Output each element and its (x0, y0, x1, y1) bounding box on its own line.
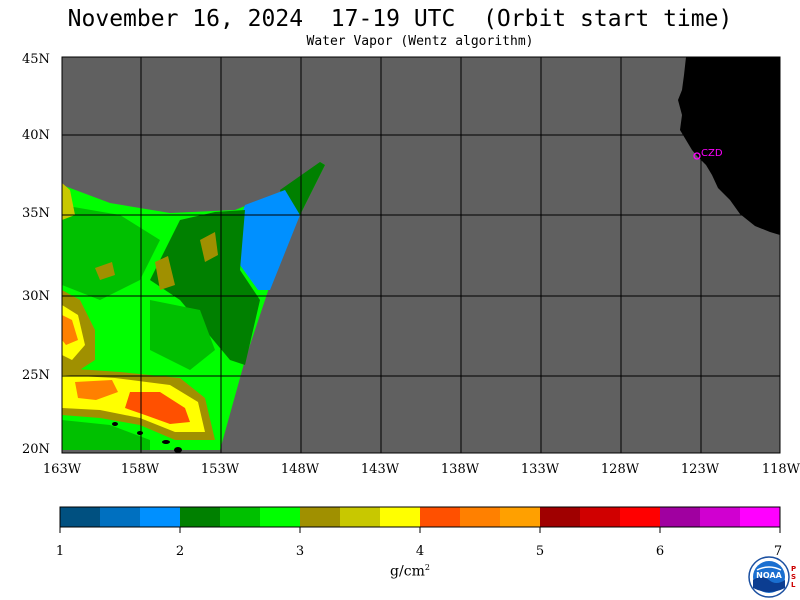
colorbar-swatch-9 (420, 507, 461, 527)
colorbar-swatch-10 (460, 507, 501, 527)
colorbar-swatch-17 (740, 507, 781, 527)
lon-label-163w: 163W (42, 462, 82, 477)
station-marker: CZD (693, 148, 723, 160)
colorbar-swatch-2 (140, 507, 181, 527)
island-maui (162, 440, 170, 444)
lon-label-128w: 128W (600, 462, 640, 477)
lat-label-45n: 45N (22, 52, 50, 67)
colorbar-swatch-11 (500, 507, 541, 527)
lat-label-40n: 40N (22, 128, 50, 143)
colorbar-swatch-13 (580, 507, 621, 527)
chart-subtitle: Water Vapor (Wentz algorithm) (306, 34, 534, 49)
colorbar-swatch-15 (660, 507, 701, 527)
satellite-swath (62, 162, 325, 450)
map-plot-area: CZD (61, 56, 781, 454)
colorbar-swatches (60, 507, 781, 527)
lat-label-35n: 35N (22, 206, 50, 221)
island-oahu (137, 431, 143, 435)
colorbar-swatch-16 (700, 507, 741, 527)
swath-olive-patch-1 (200, 232, 218, 262)
colorbar-swatch-0 (60, 507, 101, 527)
swath-olive-patch-2 (155, 256, 175, 290)
swath-orange-west (62, 315, 78, 345)
lon-label-118w: 118W (761, 462, 800, 477)
colorbar-tick-1: 1 (55, 544, 65, 559)
colorbar-swatch-7 (340, 507, 381, 527)
lon-label-138w: 138W (440, 462, 480, 477)
colorbar-swatch-1 (100, 507, 141, 527)
swath-mid-green-west (62, 205, 160, 300)
psl-letter-s: S (791, 573, 797, 581)
lon-label-148w: 148W (280, 462, 320, 477)
lon-label-143w: 143W (360, 462, 400, 477)
station-symbol (693, 152, 701, 160)
colorbar-units: g/cm2 (380, 563, 440, 580)
colorbar-swatch-6 (300, 507, 341, 527)
psl-letter-l: L (791, 581, 796, 589)
noaa-logo-wave (753, 577, 785, 592)
colorbar-tick-7: 7 (773, 544, 783, 559)
noaa-logo: NOAA (748, 556, 790, 598)
swath-orange-south (75, 380, 118, 400)
colorbar-swatch-14 (620, 507, 661, 527)
colorbar (59, 506, 781, 533)
swath-olive-patch-3 (95, 262, 115, 280)
units-text: g/cm (390, 563, 425, 580)
colorbar-tick-4: 4 (415, 544, 425, 559)
lat-label-20n: 20N (22, 442, 50, 457)
hawaiian-islands (112, 422, 182, 453)
colorbar-swatch-8 (380, 507, 421, 527)
lon-label-153w: 153W (200, 462, 240, 477)
colorbar-tick-3: 3 (295, 544, 305, 559)
lon-label-158w: 158W (120, 462, 160, 477)
chart-title: November 16, 2024 17-19 UTC (Orbit start… (67, 6, 733, 32)
colorbar-swatch-5 (260, 507, 301, 527)
colorbar-tick-2: 2 (175, 544, 185, 559)
swath-dark-green-central (150, 210, 260, 365)
colorbar-tick-6: 6 (655, 544, 665, 559)
lon-label-123w: 123W (680, 462, 720, 477)
noaa-logo-bird (756, 566, 782, 571)
island-kauai (112, 422, 118, 426)
lon-label-133w: 133W (520, 462, 560, 477)
colorbar-tick-marks (59, 527, 781, 533)
swath-mid-green-patch (150, 300, 215, 370)
station-label: CZD (701, 148, 723, 159)
colorbar-swatch-12 (540, 507, 581, 527)
swath-yellow-west (62, 183, 75, 220)
swath-green-southwest (62, 420, 150, 450)
island-hawaii (174, 447, 182, 453)
colorbar-swatch-3 (180, 507, 221, 527)
lat-label-25n: 25N (22, 368, 50, 383)
noaa-logo-text: NOAA (756, 571, 782, 580)
psl-letter-p: P (791, 565, 797, 573)
land-mass (678, 57, 780, 235)
psl-side-text: P S L (791, 565, 799, 589)
map-frame (61, 56, 781, 454)
lat-label-30n: 30N (22, 289, 50, 304)
colorbar-swatch-4 (220, 507, 261, 527)
colorbar-tick-5: 5 (535, 544, 545, 559)
units-exponent: 2 (424, 563, 430, 572)
